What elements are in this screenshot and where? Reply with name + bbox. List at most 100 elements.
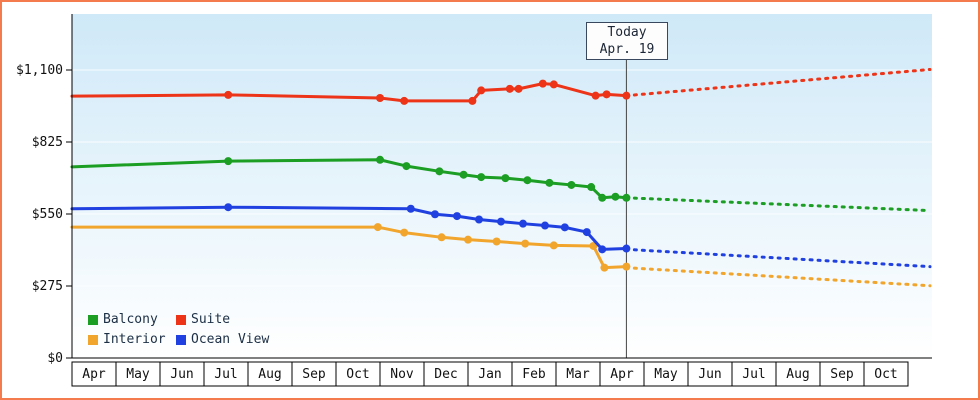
month-label: Jan bbox=[478, 367, 501, 382]
y-tick-label: $0 bbox=[47, 351, 63, 366]
legend-label-suite: Suite bbox=[191, 312, 231, 327]
data-point-dot bbox=[622, 91, 631, 100]
data-point-dot bbox=[376, 155, 384, 164]
ocean-view-swatch-icon bbox=[176, 334, 186, 345]
month-label: Jul bbox=[214, 367, 237, 382]
data-point-dot bbox=[435, 167, 444, 176]
data-point-dot bbox=[602, 90, 611, 99]
data-point-dot bbox=[224, 90, 233, 99]
suite-swatch-icon bbox=[176, 314, 186, 325]
data-point-dot bbox=[475, 215, 483, 224]
y-tick-label: $275 bbox=[32, 279, 63, 294]
data-point-dot bbox=[505, 84, 514, 93]
data-point-dot bbox=[400, 228, 409, 237]
data-point-dot bbox=[373, 223, 382, 232]
series-ocean-view bbox=[70, 203, 932, 269]
data-point-dot bbox=[622, 262, 631, 271]
today-label: Today bbox=[607, 25, 647, 40]
month-cell bbox=[511, 361, 557, 387]
plot-background bbox=[72, 14, 932, 358]
y-tick-label: $825 bbox=[32, 135, 63, 150]
data-point-dot bbox=[224, 203, 233, 212]
data-point-dot bbox=[622, 193, 631, 202]
data-point-dot bbox=[541, 221, 549, 230]
data-point-dot bbox=[431, 210, 439, 219]
month-cell bbox=[775, 361, 821, 387]
data-point-dot bbox=[519, 219, 527, 228]
month-label: Feb bbox=[522, 367, 546, 382]
chart-legend: Balcony Suite Interior Ocean View bbox=[88, 312, 269, 347]
series-forecast-dotted-line bbox=[624, 247, 932, 269]
data-point-dot bbox=[406, 204, 415, 213]
month-cell bbox=[555, 361, 601, 387]
month-label: Mar bbox=[566, 367, 590, 382]
data-point-dot bbox=[464, 235, 472, 244]
data-point-dot bbox=[468, 96, 477, 105]
today-marker-box: Today Apr. 19 bbox=[586, 22, 668, 60]
month-label: Aug bbox=[258, 367, 281, 382]
y-tick-label: $1,100 bbox=[16, 63, 63, 78]
month-label: Jun bbox=[698, 367, 721, 382]
data-point-dot bbox=[459, 170, 468, 179]
data-point-dot bbox=[497, 217, 505, 226]
data-point-dot bbox=[501, 174, 510, 183]
month-label: Apr bbox=[610, 367, 634, 382]
data-point-dot bbox=[600, 263, 609, 272]
data-point-dot bbox=[492, 237, 501, 246]
legend-label-ocean-view: Ocean View bbox=[191, 332, 270, 347]
month-label: Jun bbox=[170, 367, 193, 382]
series-balcony bbox=[70, 155, 932, 213]
data-point-dot bbox=[400, 96, 409, 105]
data-point-dot bbox=[591, 91, 600, 100]
balcony-swatch-icon bbox=[88, 314, 98, 325]
data-point-dot bbox=[477, 173, 486, 182]
month-label: Aug bbox=[786, 367, 809, 382]
data-point-dot bbox=[549, 80, 558, 89]
legend-label-balcony: Balcony bbox=[103, 312, 158, 327]
data-point-dot bbox=[402, 162, 411, 171]
data-point-dot bbox=[477, 86, 486, 95]
data-point-dot bbox=[376, 94, 384, 103]
month-label: Oct bbox=[346, 367, 369, 382]
month-label: May bbox=[126, 367, 150, 382]
data-point-dot bbox=[545, 178, 554, 187]
month-label: Sep bbox=[830, 367, 854, 382]
series-suite bbox=[70, 67, 932, 105]
data-point-dot bbox=[582, 228, 591, 237]
data-point-dot bbox=[521, 239, 530, 248]
data-point-dot bbox=[587, 183, 596, 192]
y-tick-label: $550 bbox=[32, 207, 63, 222]
month-label: May bbox=[654, 367, 678, 382]
legend-item-interior: Interior bbox=[88, 332, 176, 347]
data-point-dot bbox=[560, 223, 569, 232]
series-forecast-dotted-line bbox=[624, 196, 932, 213]
data-point-dot bbox=[437, 233, 446, 242]
series-forecast-dotted-line bbox=[624, 67, 932, 98]
month-cell bbox=[467, 361, 513, 387]
legend-item-suite: Suite bbox=[176, 312, 269, 327]
legend-label-interior: Interior bbox=[103, 332, 166, 347]
data-point-dot bbox=[523, 176, 532, 185]
data-point-dot bbox=[567, 180, 576, 189]
data-point-dot bbox=[598, 193, 607, 202]
series-interior bbox=[70, 223, 932, 288]
data-point-dot bbox=[453, 212, 461, 221]
legend-item-ocean-view: Ocean View bbox=[176, 332, 269, 347]
legend-item-balcony: Balcony bbox=[88, 312, 176, 327]
interior-swatch-icon bbox=[88, 334, 98, 345]
month-cell bbox=[379, 361, 425, 387]
data-point-dot bbox=[549, 241, 558, 250]
month-cell bbox=[863, 361, 909, 387]
month-label: Nov bbox=[390, 367, 414, 382]
series-forecast-dotted-line bbox=[624, 266, 932, 288]
data-point-dot bbox=[538, 79, 547, 88]
month-label: Jul bbox=[742, 367, 765, 382]
month-label: Dec bbox=[434, 367, 457, 382]
month-cell bbox=[643, 361, 689, 387]
month-label: Apr bbox=[82, 367, 106, 382]
data-point-dot bbox=[514, 84, 523, 93]
data-point-dot bbox=[224, 157, 233, 166]
month-label: Oct bbox=[874, 367, 897, 382]
